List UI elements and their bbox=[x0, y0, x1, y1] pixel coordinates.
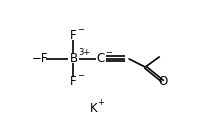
Text: +: + bbox=[98, 98, 104, 107]
Text: −: − bbox=[105, 48, 112, 57]
Text: −: − bbox=[77, 72, 84, 81]
Text: −F: −F bbox=[32, 52, 48, 65]
Text: 3+: 3+ bbox=[78, 48, 90, 57]
Text: C: C bbox=[97, 52, 105, 65]
Text: −: − bbox=[77, 25, 84, 34]
Text: K: K bbox=[89, 102, 97, 115]
Text: F: F bbox=[70, 29, 77, 42]
Text: F: F bbox=[70, 75, 77, 88]
Text: O: O bbox=[158, 75, 167, 88]
Text: B: B bbox=[69, 52, 78, 65]
